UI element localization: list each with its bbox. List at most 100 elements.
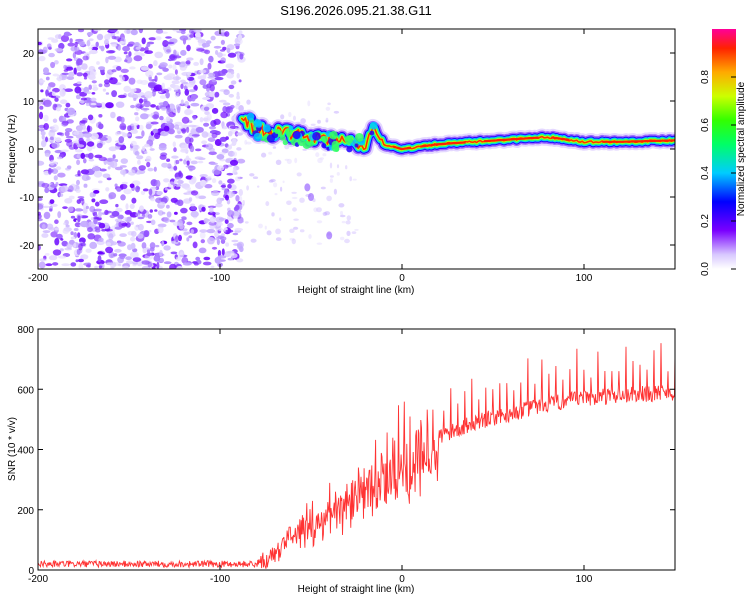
noise-blob <box>114 248 122 253</box>
noise-blob <box>110 160 118 169</box>
noise-blob <box>144 50 154 54</box>
noise-blob <box>272 146 277 149</box>
noise-blob <box>159 95 167 99</box>
noise-blob <box>345 165 348 170</box>
noise-blob <box>206 87 210 92</box>
noise-blob <box>236 91 240 98</box>
ridge-blob <box>312 131 321 141</box>
noise-blob <box>320 186 326 190</box>
noise-blob <box>43 114 49 122</box>
noise-blob <box>130 221 134 225</box>
noise-blob <box>216 238 220 246</box>
noise-blob <box>96 142 103 149</box>
noise-blob <box>238 220 245 223</box>
ridge-blob <box>369 130 375 136</box>
noise-blob <box>42 230 51 234</box>
noise-blob <box>112 154 116 159</box>
noise-blob <box>236 258 244 263</box>
noise-blob <box>234 227 243 232</box>
noise-blob <box>165 36 172 39</box>
noise-blob <box>239 195 243 202</box>
noise-blob <box>225 242 230 247</box>
noise-blob <box>170 197 178 203</box>
noise-blob <box>90 132 99 140</box>
noise-blob <box>126 29 131 34</box>
noise-blob <box>291 196 298 200</box>
noise-blob <box>59 193 64 197</box>
noise-blob <box>48 167 52 175</box>
noise-blob <box>148 229 152 233</box>
noise-blob <box>129 203 135 209</box>
noise-blob <box>83 262 92 266</box>
noise-blob <box>187 124 197 128</box>
noise-blob <box>60 185 69 193</box>
noise-blob <box>94 154 103 159</box>
noise-blob <box>188 235 193 239</box>
noise-blob <box>173 147 177 153</box>
noise-blob <box>140 190 146 195</box>
noise-blob <box>73 242 77 248</box>
noise-blob <box>190 206 197 211</box>
noise-blob <box>160 107 167 111</box>
noise-blob <box>133 97 137 101</box>
noise-blob <box>316 220 323 224</box>
noise-blob <box>141 242 147 249</box>
noise-blob <box>107 166 111 170</box>
noise-blob <box>117 46 121 51</box>
noise-blob <box>209 91 217 98</box>
snr-x-tick-label: -200 <box>28 574 48 585</box>
noise-blob <box>324 211 331 216</box>
noise-blob <box>322 153 327 157</box>
noise-blob <box>189 137 194 143</box>
noise-blob <box>160 131 169 137</box>
noise-blob <box>169 168 175 172</box>
noise-blob <box>166 204 170 209</box>
noise-blob <box>217 249 222 257</box>
noise-blob <box>96 33 104 41</box>
noise-blob <box>92 84 97 88</box>
noise-blob <box>308 234 312 239</box>
noise-blob <box>148 188 153 196</box>
noise-blob <box>187 71 192 76</box>
noise-blob <box>232 232 239 236</box>
noise-blob <box>172 64 177 71</box>
noise-blob <box>171 155 179 159</box>
noise-blob <box>90 44 97 47</box>
noise-blob <box>149 148 155 151</box>
noise-blob <box>43 67 49 74</box>
colorbar-tick-label: 0.8 <box>700 70 711 84</box>
noise-blob <box>228 216 234 222</box>
noise-blob <box>87 233 95 240</box>
noise-blob <box>199 231 206 239</box>
noise-blob <box>70 231 74 236</box>
noise-blob <box>186 237 190 242</box>
ridge-blob <box>262 124 271 133</box>
noise-blob <box>86 141 95 147</box>
noise-blob <box>228 84 235 90</box>
noise-blob <box>99 137 108 141</box>
noise-blob <box>105 56 109 64</box>
noise-blob <box>326 195 332 202</box>
noise-blob <box>221 148 229 154</box>
noise-blob <box>142 248 147 254</box>
noise-blob <box>344 238 350 244</box>
spectrogram-noise-region <box>38 29 359 269</box>
snr-panel: -200 -100 0 100 0 200 400 600 800 Height of stra… <box>7 325 676 595</box>
noise-blob <box>38 128 46 132</box>
noise-blob <box>77 29 85 33</box>
noise-blob <box>180 99 184 105</box>
noise-blob <box>141 265 150 269</box>
noise-blob <box>76 199 82 205</box>
noise-blob <box>135 136 144 139</box>
noise-blob <box>133 55 143 62</box>
noise-blob <box>340 236 345 241</box>
noise-blob <box>65 66 74 71</box>
noise-blob <box>41 182 50 188</box>
noise-blob <box>150 104 157 108</box>
noise-blob <box>45 136 48 143</box>
snr-y-tick-label: 400 <box>17 446 34 457</box>
noise-blob <box>154 51 164 59</box>
ridge-blob <box>308 193 314 201</box>
noise-blob <box>68 71 75 78</box>
noise-blob <box>172 141 176 147</box>
